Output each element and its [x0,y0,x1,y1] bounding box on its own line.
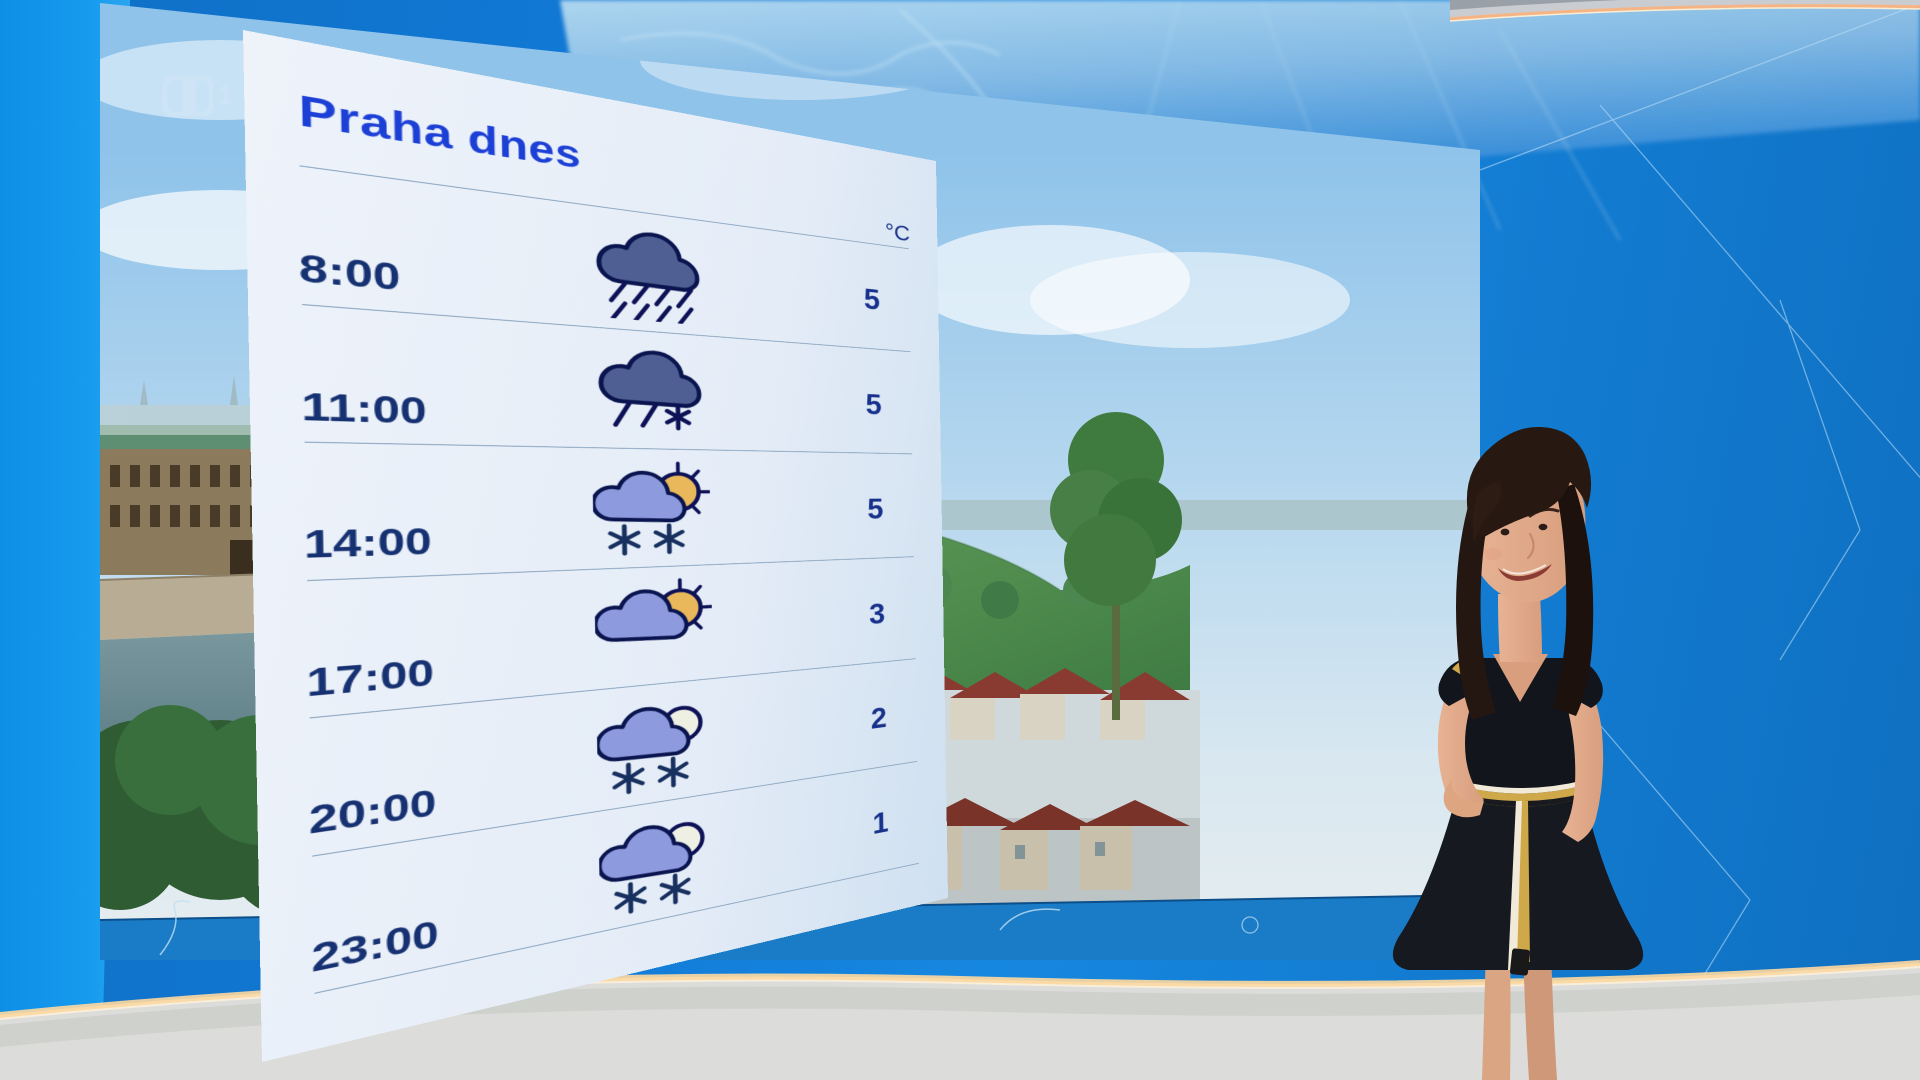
svg-text:1: 1 [218,80,232,110]
